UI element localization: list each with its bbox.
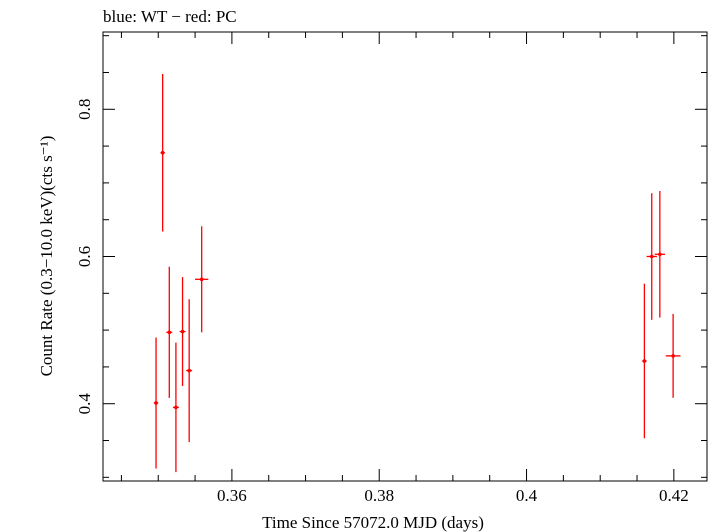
x-tick-label: 0.4	[516, 486, 538, 505]
point-marker	[174, 405, 178, 410]
data-point	[186, 299, 193, 442]
tick-labels: 0.36 0.38 0.4 0.42 0.4 0.6 0.8	[75, 99, 689, 505]
y-tick-label: 0.6	[75, 246, 94, 267]
x-tick-label: 0.38	[364, 486, 394, 505]
data-point	[179, 277, 186, 387]
x-tick-label: 0.42	[659, 486, 689, 505]
point-marker	[671, 354, 675, 358]
data-point	[166, 266, 173, 398]
chart-title: blue: WT − red: PC	[103, 7, 237, 26]
y-tick-label: 0.4	[75, 393, 94, 415]
point-marker	[199, 277, 204, 282]
point-marker	[160, 150, 165, 155]
data-point	[153, 337, 159, 469]
x-tick-label: 0.36	[217, 486, 247, 505]
point-marker	[649, 254, 654, 259]
point-marker	[154, 401, 158, 405]
data-point	[642, 283, 647, 439]
point-marker	[658, 252, 662, 257]
data-point	[172, 342, 179, 473]
data-point	[646, 193, 657, 320]
point-marker	[642, 359, 647, 363]
axis-ticks	[103, 32, 707, 481]
y-tick-label: 0.8	[75, 99, 94, 120]
point-marker	[187, 368, 191, 373]
data-point	[160, 73, 165, 232]
point-marker	[167, 330, 172, 335]
data-point	[665, 313, 681, 398]
plot-frame	[102, 31, 708, 482]
y-axis-label: Count Rate (0.3−10.0 keV)(cts s⁻¹)	[37, 136, 56, 377]
data-points	[153, 73, 681, 473]
point-marker	[180, 329, 185, 334]
data-point	[654, 190, 666, 318]
x-axis-label: Time Since 57072.0 MJD (days)	[262, 513, 484, 532]
data-point	[195, 226, 209, 333]
